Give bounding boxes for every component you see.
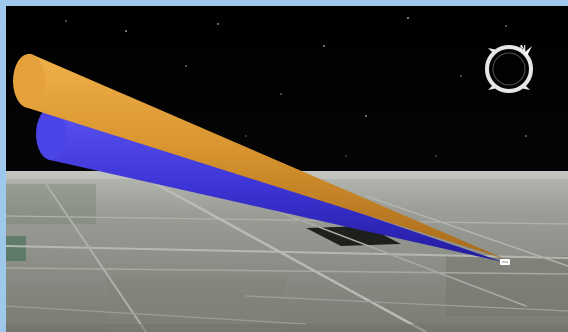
north-pointer-icon <box>524 46 532 56</box>
map-3d-viewport[interactable]: N <box>6 6 568 332</box>
stars <box>65 17 527 157</box>
beam-orange-body <box>14 53 506 259</box>
vehicle-marker-icon[interactable] <box>500 259 510 265</box>
compass-north-label: N <box>520 44 526 53</box>
beam-orange-cap <box>13 54 45 108</box>
beam-blue-cap <box>36 108 66 160</box>
scene-canvas[interactable] <box>6 6 568 332</box>
compass-ring-icon[interactable]: N <box>480 40 538 98</box>
beam-orange[interactable] <box>13 53 506 259</box>
